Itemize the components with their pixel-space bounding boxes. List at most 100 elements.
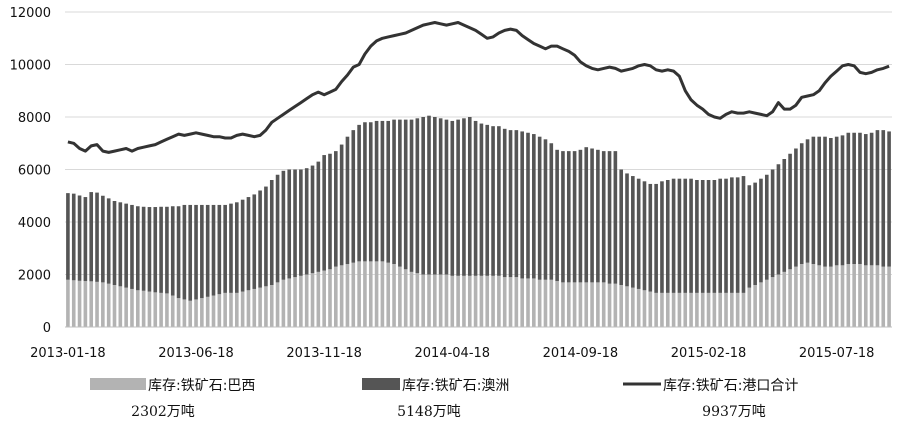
bar-australia <box>66 193 70 280</box>
bar-brazil <box>735 292 740 327</box>
bar-australia <box>607 151 612 284</box>
bar-brazil <box>200 298 204 327</box>
bar-australia <box>555 149 559 282</box>
bar-australia <box>240 199 245 292</box>
bar-australia <box>695 180 699 293</box>
bar-australia <box>543 139 548 280</box>
bar-australia <box>165 206 169 294</box>
series-brazil-bars <box>66 261 891 327</box>
bar-brazil <box>322 270 326 327</box>
bar-australia <box>479 123 484 276</box>
bar-brazil <box>223 292 227 327</box>
bar-brazil <box>281 279 286 327</box>
bar-australia <box>368 122 373 262</box>
bar-brazil <box>66 279 70 327</box>
bar-brazil <box>95 281 99 327</box>
bar-brazil <box>467 275 472 327</box>
legend-value-total: 9937万吨 <box>702 404 766 420</box>
bar-brazil <box>671 292 676 327</box>
bar-australia <box>770 169 775 278</box>
bar-brazil <box>863 265 868 327</box>
bar-brazil <box>235 292 239 327</box>
bar-australia <box>95 192 99 282</box>
bar-australia <box>269 180 274 285</box>
bar-australia <box>281 170 286 280</box>
bar-australia <box>473 120 478 276</box>
bar-brazil <box>520 278 524 327</box>
bar-brazil <box>555 281 559 327</box>
bar-australia <box>485 124 490 276</box>
bar-brazil <box>71 280 76 327</box>
bar-australia <box>671 178 676 293</box>
bar-brazil <box>246 290 251 327</box>
bar-brazil <box>601 282 606 327</box>
bar-brazil <box>788 269 792 327</box>
bar-brazil <box>648 291 653 327</box>
bar-australia <box>497 126 501 276</box>
bar-brazil <box>502 277 507 327</box>
bar-australia <box>71 193 76 281</box>
bar-brazil <box>759 282 763 327</box>
bar-australia <box>264 186 268 287</box>
bar-brazil <box>776 274 781 327</box>
bar-brazil <box>194 299 198 327</box>
bar-australia <box>502 128 507 278</box>
bar-australia <box>875 130 880 266</box>
bar-brazil <box>450 275 455 327</box>
bar-australia <box>170 206 175 296</box>
bar-australia <box>299 169 303 276</box>
bar-brazil <box>566 282 571 327</box>
bar-brazil <box>211 295 216 327</box>
bar-brazil <box>77 280 82 327</box>
bar-australia <box>229 203 233 293</box>
bar-australia <box>735 177 740 293</box>
bar-australia <box>794 148 798 267</box>
bar-brazil <box>852 264 856 327</box>
bar-australia <box>83 197 88 282</box>
bar-australia <box>392 119 396 264</box>
bar-australia <box>310 165 315 274</box>
bar-brazil <box>590 282 594 327</box>
legend-label-brazil: 库存:铁矿石:巴西 <box>148 378 255 394</box>
bar-brazil <box>182 299 187 327</box>
bar-brazil <box>823 266 827 327</box>
bar-australia <box>357 124 361 262</box>
bar-australia <box>304 168 309 275</box>
bar-brazil <box>153 292 158 327</box>
bar-brazil <box>258 287 262 327</box>
legend-label-total: 库存:铁矿石:港口合计 <box>663 378 798 394</box>
bar-brazil <box>584 282 589 327</box>
bar-australia <box>846 132 851 264</box>
bar-australia <box>153 207 158 293</box>
bar-brazil <box>205 296 210 327</box>
bar-australia <box>112 201 117 285</box>
series-total-line <box>67 21 890 154</box>
bar-brazil <box>310 273 315 327</box>
bar-brazil <box>706 292 711 327</box>
bar-australia <box>596 149 600 283</box>
bar-brazil <box>165 293 169 327</box>
bar-brazil <box>456 275 460 327</box>
bar-brazil <box>724 292 728 327</box>
bar-australia <box>491 126 495 276</box>
bar-brazil <box>135 290 140 327</box>
bar-brazil <box>532 278 536 327</box>
bar-australia <box>398 119 402 267</box>
bar-australia <box>829 138 833 267</box>
bar-brazil <box>83 281 88 327</box>
bar-brazil <box>747 287 752 327</box>
bar-australia <box>287 169 292 279</box>
bar-australia <box>566 151 571 283</box>
bar-brazil <box>799 264 804 327</box>
bar-australia <box>747 185 752 288</box>
bar-australia <box>683 178 688 293</box>
bar-brazil <box>293 277 297 327</box>
bar-australia <box>258 190 262 288</box>
bar-australia <box>852 132 856 264</box>
bar-brazil <box>106 283 111 327</box>
bar-brazil <box>112 285 117 327</box>
bar-brazil <box>677 292 682 327</box>
bar-australia <box>863 134 868 266</box>
bar-australia <box>776 164 781 275</box>
bar-brazil <box>403 269 408 327</box>
